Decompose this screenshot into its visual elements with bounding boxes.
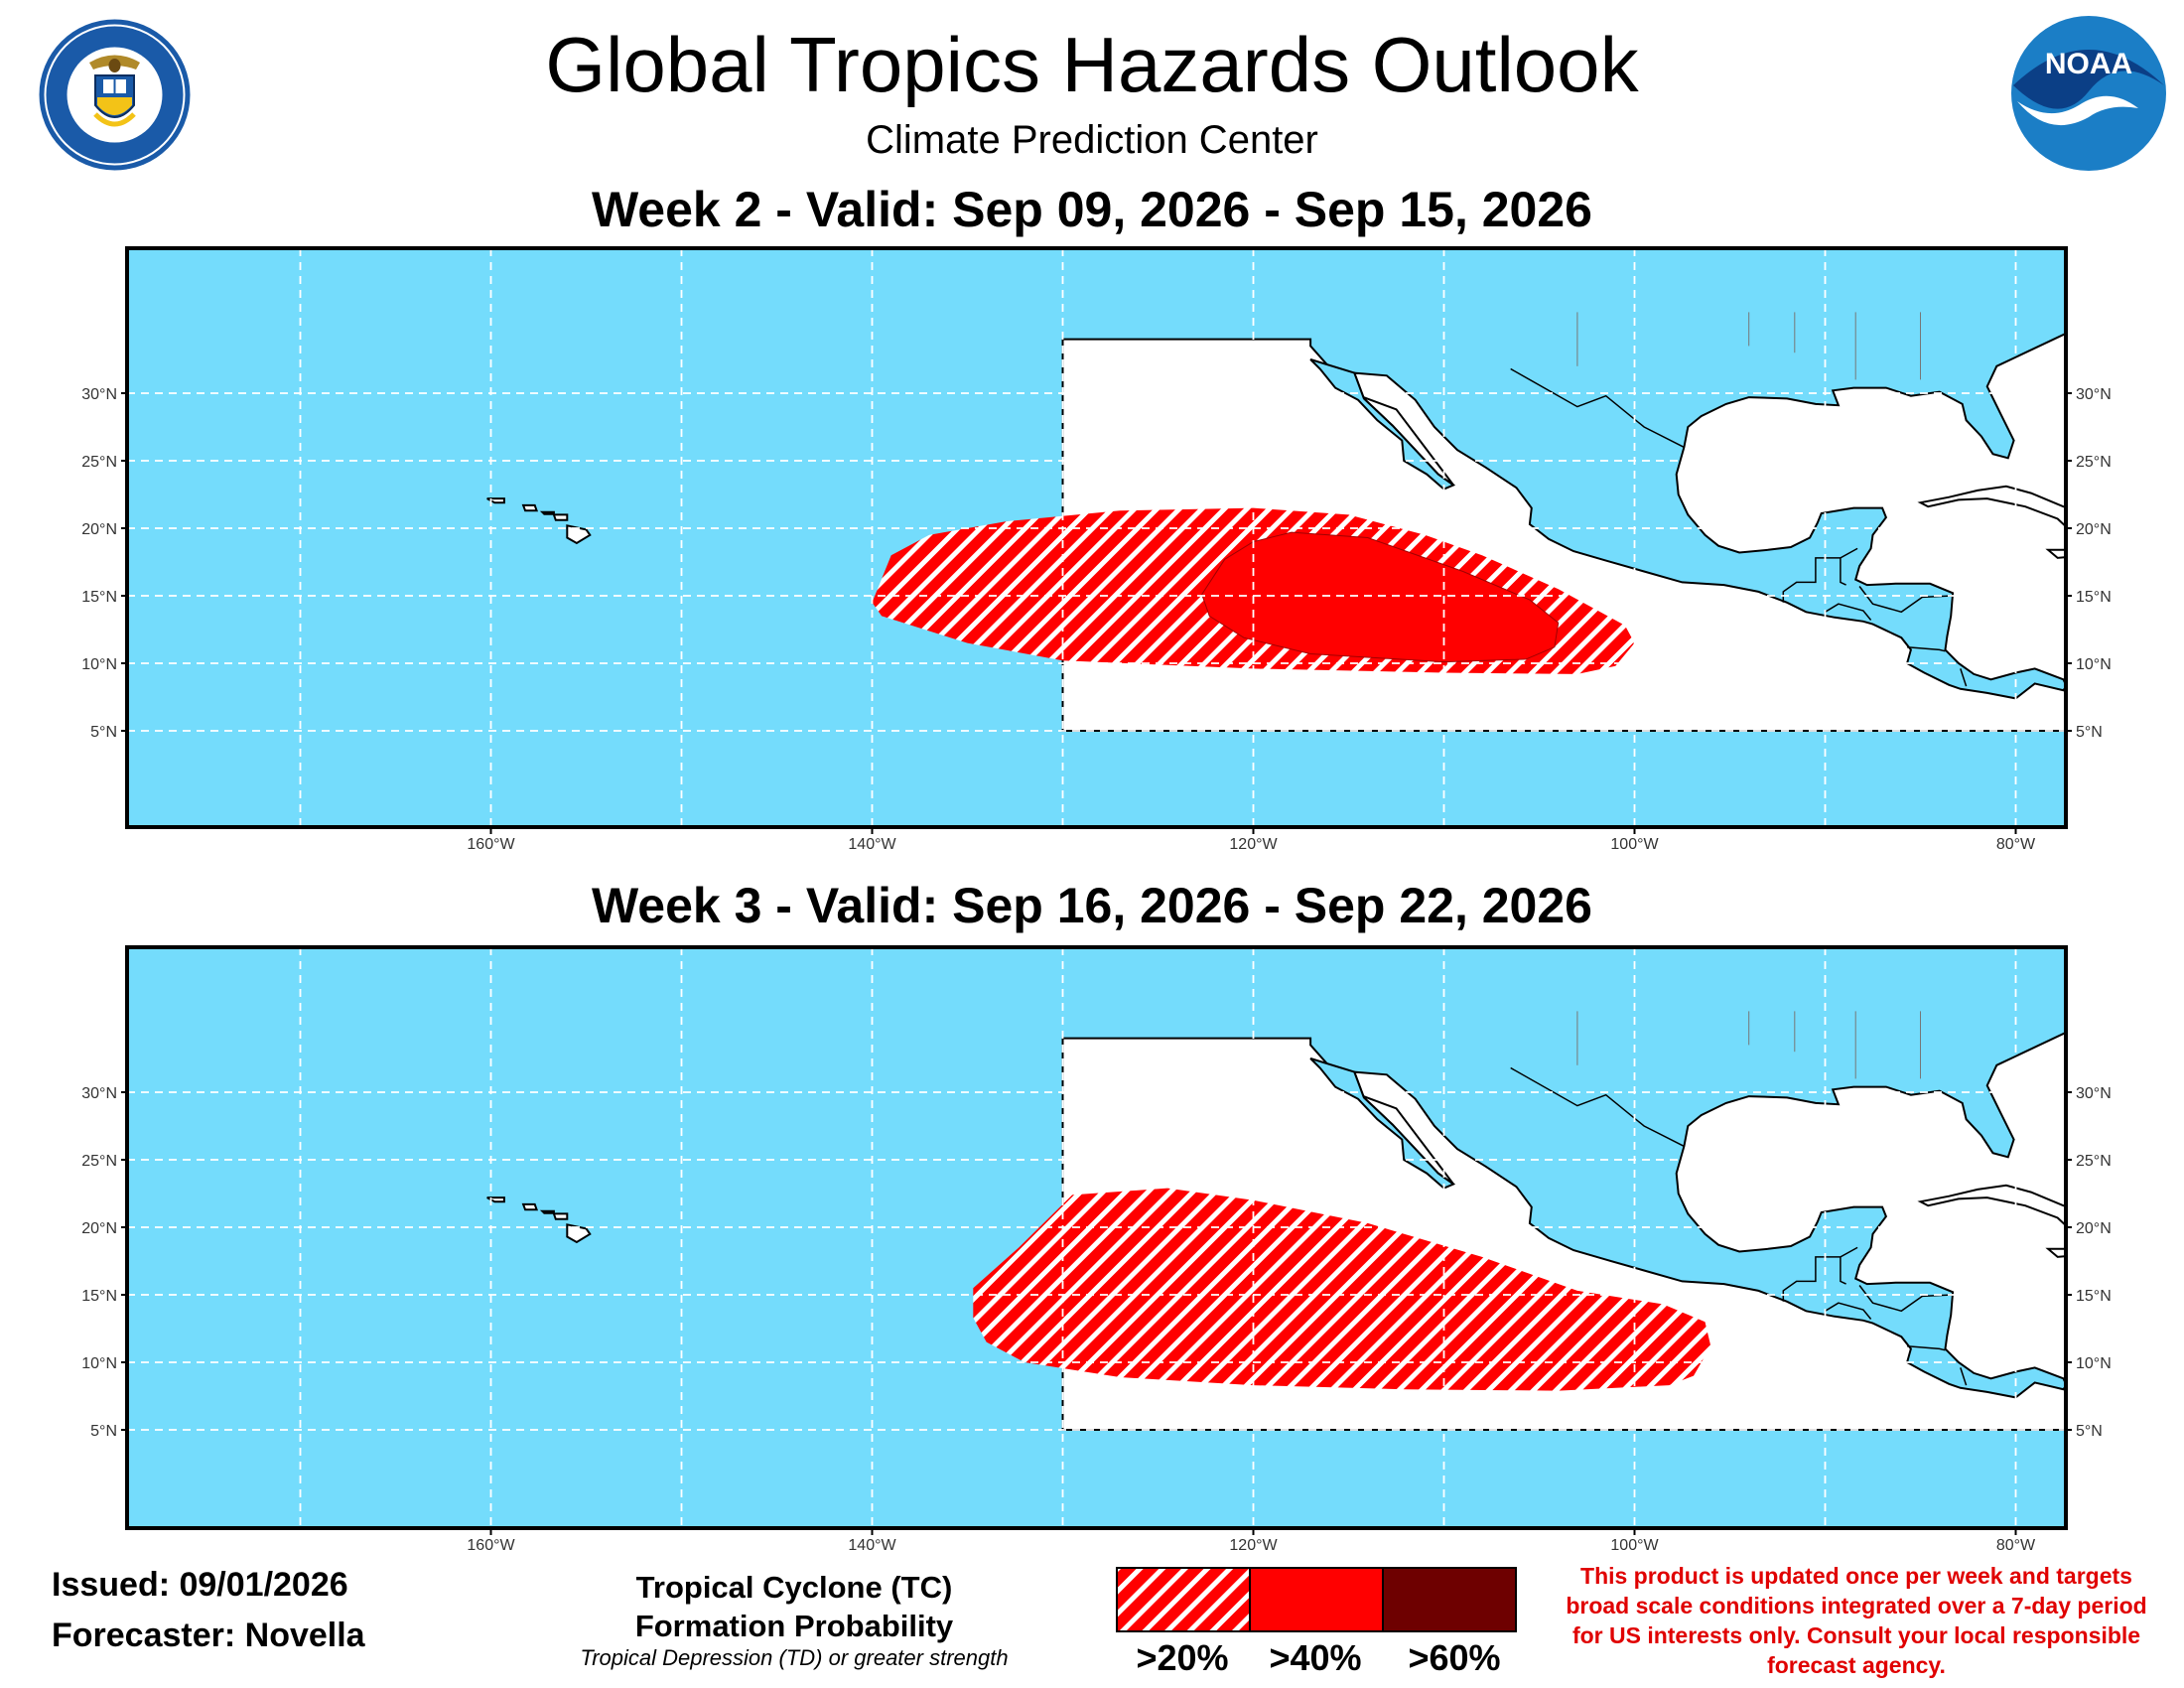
lat-label-left: 25°N	[81, 1153, 117, 1170]
legend-swatch-40	[1249, 1567, 1384, 1632]
lat-label-left: 5°N	[90, 1423, 117, 1440]
lat-label-left: 15°N	[81, 589, 117, 606]
lat-label-left: 30°N	[81, 1085, 117, 1102]
country-border	[1960, 1367, 1968, 1386]
country-border	[1840, 557, 1846, 586]
country-border	[1907, 1344, 1946, 1351]
map-frame	[125, 945, 2068, 1530]
hazard-area-gt20pct	[973, 1188, 1711, 1391]
lon-label: 140°W	[848, 836, 896, 853]
country-border	[1825, 1302, 1872, 1320]
lat-label-left: 10°N	[81, 656, 117, 673]
week2-title: Week 2 - Valid: Sep 09, 2026 - Sep 15, 2…	[592, 182, 1592, 237]
lat-label-left: 20°N	[81, 521, 117, 538]
lon-label: 160°W	[467, 1537, 515, 1554]
noaa-logo: NOAA	[2009, 14, 2168, 173]
hazard-area-gt40pct	[1201, 531, 1560, 663]
legend-label-40: >40%	[1269, 1637, 1362, 1678]
lon-label: 140°W	[848, 1537, 896, 1554]
gulf-of-california	[1309, 358, 1456, 491]
disclaimer-text: This product is updated once per week an…	[1566, 1563, 2147, 1678]
issued-date: Issued: 09/01/2026	[52, 1566, 348, 1604]
hawaii-island	[539, 510, 555, 515]
noaa-logo-text: NOAA	[2045, 48, 2132, 80]
lon-label: 160°W	[467, 836, 515, 853]
lat-label-left: 30°N	[81, 386, 117, 403]
lat-label-right: 20°N	[2076, 521, 2112, 538]
legend-title-line2: Formation Probability	[634, 1609, 954, 1643]
jamaica-island	[2045, 1247, 2066, 1258]
legend-swatches	[1116, 1567, 1517, 1632]
legend-swatch-20	[1116, 1567, 1251, 1632]
lon-label: 100°W	[1610, 836, 1659, 853]
legend-swatch-60	[1382, 1567, 1517, 1632]
hawaii-island	[552, 513, 569, 521]
legend-label-20: >20%	[1136, 1637, 1229, 1678]
lat-label-left: 10°N	[81, 1355, 117, 1372]
country-border	[1510, 367, 1685, 449]
hawaii-island	[539, 1209, 555, 1214]
lat-label-left: 15°N	[81, 1288, 117, 1305]
country-border	[1510, 1066, 1685, 1148]
country-border	[1960, 668, 1968, 687]
country-border	[1858, 1285, 1954, 1313]
hawaii-island	[521, 1202, 539, 1211]
lon-label: 80°W	[1996, 1537, 2036, 1554]
map-frame	[125, 246, 2068, 829]
gulf-of-california	[1309, 1057, 1456, 1190]
hawaii-island	[566, 524, 592, 545]
week3-title: Week 3 - Valid: Sep 16, 2026 - Sep 22, 2…	[592, 878, 1592, 933]
forecaster-name: Forecaster: Novella	[52, 1617, 365, 1654]
hawaii-island	[566, 1223, 592, 1244]
lat-label-left: 25°N	[81, 454, 117, 471]
lat-label-left: 5°N	[90, 724, 117, 741]
page-title: Global Tropics Hazards Outlook	[545, 21, 1639, 108]
country-border	[1907, 645, 1946, 652]
maps-canvas: 5°N 5°N 10°N 10°N 15°N 15°N 20°N 20°N 25°N 25°N 30…	[81, 246, 2184, 1554]
country-border	[1825, 603, 1872, 621]
country-border	[1858, 586, 1954, 614]
cuba-island	[1917, 1184, 2066, 1227]
lon-label: 120°W	[1229, 836, 1278, 853]
cuba-island	[1917, 485, 2066, 528]
lat-label-right: 15°N	[2076, 589, 2112, 606]
hispaniola-island	[2120, 529, 2184, 559]
lat-label-right: 5°N	[2076, 1423, 2103, 1440]
lat-label-right: 5°N	[2076, 724, 2103, 741]
lon-label: 80°W	[1996, 836, 2036, 853]
lat-label-right: 25°N	[2076, 1153, 2112, 1170]
lat-label-right: 10°N	[2076, 656, 2112, 673]
lat-label-left: 20°N	[81, 1220, 117, 1237]
hawaii-island	[552, 1212, 569, 1220]
hispaniola-island	[2120, 1228, 2184, 1258]
lat-label-right: 25°N	[2076, 454, 2112, 471]
legend-note: Tropical Depression (TD) or greater stre…	[580, 1645, 1009, 1670]
hawaii-island	[521, 503, 539, 512]
lat-label-right: 20°N	[2076, 1220, 2112, 1237]
lat-label-right: 10°N	[2076, 1355, 2112, 1372]
commerce-seal-logo	[38, 18, 192, 172]
legend-title-line1: Tropical Cyclone (TC)	[635, 1570, 953, 1605]
page-subtitle: Climate Prediction Center	[866, 118, 1318, 162]
map-panel-week3	[127, 947, 2184, 1528]
jamaica-island	[2045, 548, 2066, 559]
legend-label-60: >60%	[1408, 1637, 1501, 1678]
lon-label: 100°W	[1610, 1537, 1659, 1554]
map-panel-week2	[127, 248, 2184, 827]
lat-label-right: 15°N	[2076, 1288, 2112, 1305]
lat-label-right: 30°N	[2076, 386, 2112, 403]
country-border	[1840, 1256, 1846, 1285]
lon-label: 120°W	[1229, 1537, 1278, 1554]
lat-label-right: 30°N	[2076, 1085, 2112, 1102]
